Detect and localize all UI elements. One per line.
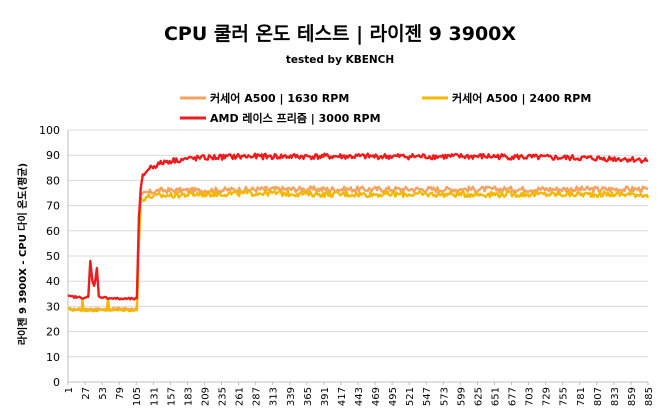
- legend-label: 커세어 A500 | 1630 RPM: [210, 91, 349, 105]
- x-tick-label: 105: [132, 387, 143, 406]
- series-layer: [67, 152, 650, 313]
- chart-subtitle: tested by KBENCH: [286, 54, 394, 66]
- x-tick-label: 599: [456, 387, 467, 406]
- x-tick-label: 261: [235, 387, 246, 406]
- x-tick-label: 339: [286, 387, 297, 406]
- x-tick-label: 27: [81, 387, 92, 400]
- x-tick-label: 521: [405, 387, 416, 406]
- x-tick-label: 287: [252, 387, 263, 406]
- x-tick-label: 677: [508, 387, 519, 406]
- series-line-3: [67, 152, 649, 301]
- x-tick-label: 365: [303, 387, 314, 406]
- x-tick-label: 131: [149, 387, 160, 406]
- x-tick-label: 495: [388, 387, 399, 406]
- legend-label: 커세어 A500 | 2400 RPM: [452, 91, 591, 105]
- y-tick-label: 10: [46, 351, 60, 364]
- y-tick-label: 40: [46, 275, 60, 288]
- x-tick-label: 807: [593, 387, 604, 406]
- x-tick-label: 53: [98, 387, 109, 400]
- x-tick-label: 183: [183, 387, 194, 406]
- x-tick-label: 703: [525, 387, 536, 406]
- chart-title: CPU 쿨러 온도 테스트 | 라이젠 9 3900X: [164, 23, 516, 45]
- x-tick-label: 443: [354, 387, 365, 406]
- y-tick-label: 0: [53, 376, 60, 389]
- series-line-1: [67, 185, 649, 312]
- y-tick-label: 20: [46, 326, 60, 339]
- series-line-2: [67, 189, 650, 313]
- x-tick-label: 391: [320, 387, 331, 406]
- x-tick-label: 859: [627, 387, 638, 406]
- x-tick-label: 209: [200, 387, 211, 406]
- x-tick-label: 755: [559, 387, 570, 406]
- x-tick-label: 729: [542, 387, 553, 406]
- y-tick-label: 70: [46, 200, 60, 213]
- x-tick-label: 573: [439, 387, 450, 406]
- y-tick-label: 50: [46, 250, 60, 263]
- x-tick-label: 547: [422, 387, 433, 406]
- axes: 0 10 20 30 40 50 60 70 80 90 100 1 27 53 79 105 131 157 18…: [39, 124, 655, 406]
- x-tick-label: 313: [269, 387, 280, 406]
- x-tick-label: 157: [166, 387, 177, 406]
- x-tick-label: 651: [490, 387, 501, 406]
- y-tick-label: 30: [46, 300, 60, 313]
- y-tick-label: 60: [46, 225, 60, 238]
- legend-label: AMD 레이스 프리즘 | 3000 RPM: [210, 111, 381, 125]
- x-tick-label: 625: [473, 387, 484, 406]
- x-tick-label: 235: [218, 387, 229, 406]
- y-tick-label: 80: [46, 174, 60, 187]
- x-tick-label: 885: [644, 387, 655, 406]
- legend: 커세어 A500 | 1630 RPM 커세어 A500 | 2400 RPM AM…: [180, 91, 591, 125]
- y-tick-label: 90: [46, 149, 60, 162]
- x-tick-label: 833: [610, 387, 621, 406]
- x-tick-label: 781: [576, 387, 587, 406]
- y-axis-label: 라이젠 9 3900X - CPU 다이 온도(평균): [16, 163, 29, 345]
- y-tick-label: 100: [39, 124, 60, 137]
- x-tick-label: 79: [115, 387, 126, 400]
- x-tick-label: 469: [371, 387, 382, 406]
- x-tick-label: 1: [64, 387, 75, 393]
- x-tick-label: 417: [337, 387, 348, 406]
